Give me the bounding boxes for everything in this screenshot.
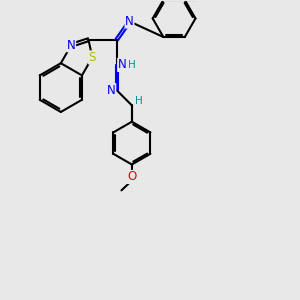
Text: S: S bbox=[88, 51, 96, 64]
Text: H: H bbox=[128, 60, 136, 70]
Text: N: N bbox=[125, 15, 134, 28]
Text: N: N bbox=[67, 39, 76, 52]
Text: N: N bbox=[107, 84, 116, 97]
Text: H: H bbox=[134, 96, 142, 106]
Text: N: N bbox=[118, 58, 126, 71]
Text: O: O bbox=[127, 170, 136, 184]
